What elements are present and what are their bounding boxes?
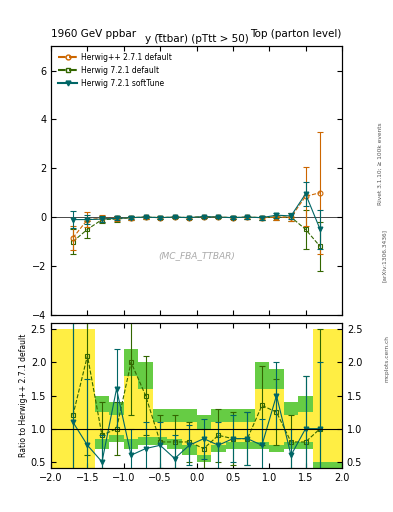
Y-axis label: Ratio to Herwig++ 2.7.1 default: Ratio to Herwig++ 2.7.1 default [19, 334, 28, 457]
Text: (MC_FBA_TTBAR): (MC_FBA_TTBAR) [158, 251, 235, 260]
Text: [arXiv:1306.3436]: [arXiv:1306.3436] [382, 229, 387, 283]
Legend: Herwig++ 2.7.1 default, Herwig 7.2.1 default, Herwig 7.2.1 softTune: Herwig++ 2.7.1 default, Herwig 7.2.1 def… [55, 50, 175, 91]
Text: Top (parton level): Top (parton level) [250, 29, 342, 39]
Text: Rivet 3.1.10; ≥ 100k events: Rivet 3.1.10; ≥ 100k events [378, 122, 383, 205]
Title: y (t̅tbar) (pTtt > 50): y (t̅tbar) (pTtt > 50) [145, 34, 248, 44]
Text: mcplots.cern.ch: mcplots.cern.ch [384, 335, 389, 382]
Text: 1960 GeV ppbar: 1960 GeV ppbar [51, 29, 136, 39]
